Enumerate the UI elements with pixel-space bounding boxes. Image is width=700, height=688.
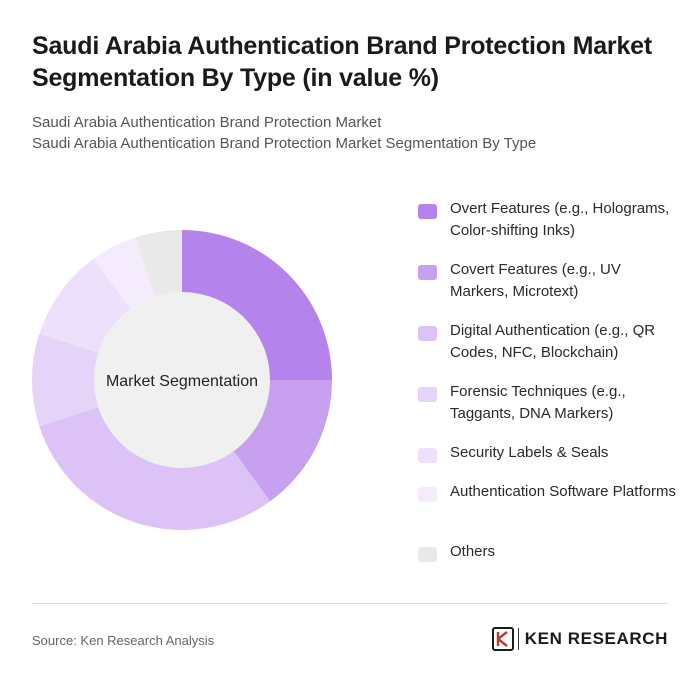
subtitle-segmentation: Saudi Arabia Authentication Brand Protec… [32,135,537,152]
legend-item: Digital Authentication (e.g., QR Codes, … [418,320,688,364]
legend-swatch [418,547,437,562]
legend-item: Covert Features (e.g., UV Markers, Micro… [418,259,688,303]
center-label: Market Segmentation [106,373,258,390]
legend-label: Digital Authentication (e.g., QR Codes, … [450,322,656,361]
donut-hole [94,292,270,468]
legend-label: Security Labels & Seals [450,444,609,461]
legend-swatch [418,326,437,341]
ken-logo-icon [491,627,514,651]
legend-swatch [418,387,437,402]
legend-item: Others [418,541,688,563]
legend-item: Authentication Software Platforms [418,481,688,503]
legend-label: Forensic Techniques (e.g., Taggants, DNA… [450,383,626,422]
legend-swatch [418,204,437,219]
legend-swatch [418,487,437,502]
legend-item: Forensic Techniques (e.g., Taggants, DNA… [418,381,688,425]
brand-name: KEN RESEARCH [524,629,668,648]
brand-logo: KEN RESEARCH [491,627,668,651]
legend-item: Overt Features (e.g., Holograms, Color-s… [418,198,688,242]
legend-swatch [418,448,437,463]
logo-separator [517,628,519,650]
source-note: Source: Ken Research Analysis [32,633,215,648]
legend-swatch [418,265,437,280]
legend-label: Overt Features (e.g., Holograms, Color-s… [450,200,670,239]
chart-title: Saudi Arabia Authentication Brand Protec… [32,32,652,92]
legend-item: Security Labels & Seals [418,442,688,464]
legend-label: Others [450,543,496,560]
legend-label: Covert Features (e.g., UV Markers, Micro… [450,261,621,300]
donut-chart: Market Segmentation [31,230,332,530]
footer-divider [32,603,668,604]
subtitle-market: Saudi Arabia Authentication Brand Protec… [32,114,382,131]
legend-label: Authentication Software Platforms [450,483,676,500]
